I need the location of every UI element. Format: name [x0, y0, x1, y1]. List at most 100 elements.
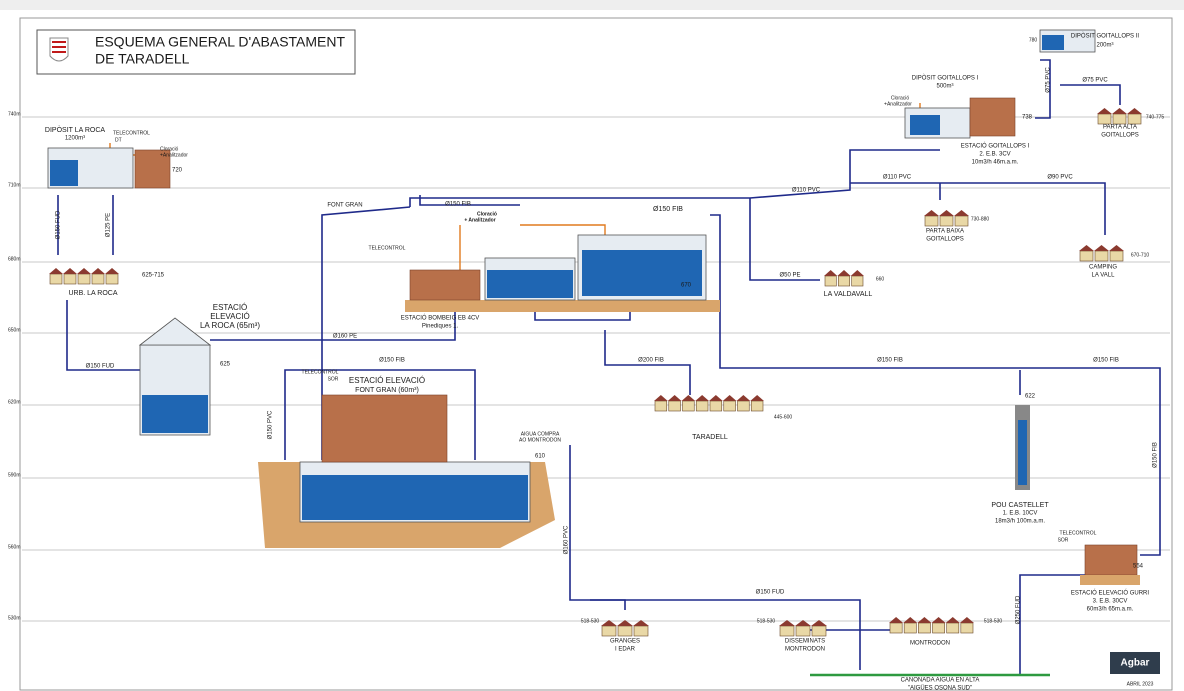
label: + Analitzador [464, 217, 495, 223]
label: ESTACIÓ ELEVACIÓ [349, 376, 425, 385]
label: FONT GRAN (60m³) [355, 387, 419, 394]
label: MONTRODON [785, 647, 825, 653]
label: TARADELL [692, 434, 728, 441]
label: TELECONTROL [113, 130, 150, 136]
label: ELEVACIÓ [210, 312, 249, 321]
house [1080, 251, 1093, 261]
label: 670-710 [1131, 252, 1150, 258]
label: Ø150 FUD [56, 210, 62, 239]
label: Ø150 FIB [653, 206, 683, 213]
house [710, 401, 722, 411]
house [1095, 251, 1108, 261]
label: PARTA BAIXA [926, 229, 964, 235]
elevation-label: 590m [8, 472, 21, 478]
label: Ø110 PVC [883, 175, 912, 181]
label: Agbar [1121, 658, 1150, 669]
label: Ø75 PVC [1046, 67, 1052, 93]
house [947, 623, 959, 633]
label: 2. E.B. 3CV [979, 152, 1010, 158]
label: LA VALDAVALL [824, 291, 873, 298]
house [940, 216, 953, 226]
label: Ø250 FUD [1016, 595, 1022, 624]
label: 3. E.B. 30CV [1093, 599, 1128, 605]
house [1128, 114, 1141, 124]
house [634, 626, 648, 636]
shield [50, 38, 68, 61]
label: Ø150 FIB [379, 358, 405, 364]
label: SOR [1058, 537, 1069, 543]
house [1098, 114, 1111, 124]
label: Ø150 FUD [86, 364, 115, 370]
label: 720 [172, 168, 183, 174]
label: 1200m³ [65, 136, 85, 142]
house [1110, 251, 1123, 261]
house [796, 626, 810, 636]
label: Ø110 PVC [792, 188, 821, 194]
label: 730-880 [971, 216, 990, 222]
label: Ø150 FIB [1153, 442, 1159, 468]
elevation-label: 710m [8, 182, 21, 188]
elevation-label: 560m [8, 544, 21, 550]
label: 625 [220, 362, 231, 368]
label: CANONADA AIGUA EN ALTA [901, 678, 980, 684]
label: Ø90 PVC [1047, 175, 1073, 181]
title-line: DE TARADELL [95, 51, 190, 67]
label: 1. E.B. 10CV [1003, 511, 1038, 517]
label: 518-530 [757, 618, 776, 624]
label: LA ROCA (65m³) [200, 321, 260, 330]
label: +Analitzador [884, 101, 912, 107]
house [955, 216, 968, 226]
house [50, 274, 62, 284]
label: LA VALL [1092, 273, 1116, 279]
house [78, 274, 90, 284]
house [696, 401, 708, 411]
label: TELECONTROL [369, 245, 406, 251]
label: ESTACIÓ [213, 303, 248, 312]
label: ABRIL 2023 [1127, 681, 1154, 687]
label: SOR [328, 376, 339, 382]
house [933, 623, 945, 633]
label: Ø125 PE [106, 213, 112, 237]
label: GOITALLOPS [1101, 133, 1139, 139]
label: DIPÒSIT GOITALLOPS II [1071, 33, 1139, 40]
label: 740-775 [1146, 114, 1165, 120]
house [751, 401, 763, 411]
house [655, 401, 667, 411]
label: "AIGÜES OSONA SUD" [908, 685, 972, 691]
house [602, 626, 616, 636]
label: POU CASTELLET [991, 502, 1049, 509]
label: 518-530 [984, 618, 1003, 624]
label: ESTACIÓ GOITALLOPS I [961, 143, 1030, 150]
label: 445-600 [774, 414, 793, 420]
label: FONT GRAN [327, 203, 362, 209]
label: Ø160 PVC [564, 525, 570, 554]
house [106, 274, 118, 284]
label: +Analitzador [160, 152, 188, 158]
label: DT [115, 137, 122, 143]
label: Ø75 PVC [1082, 78, 1108, 84]
label: 10m3/h 46m.a.m. [972, 160, 1019, 166]
house [852, 276, 863, 286]
label: TELECONTROL [302, 369, 339, 375]
house [961, 623, 973, 633]
label: 660 [876, 276, 885, 282]
label: 518-530 [581, 618, 600, 624]
label: PARTA ALTA [1103, 125, 1137, 131]
elevation-label: 530m [8, 615, 21, 621]
label: Ø200 FIB [638, 358, 664, 364]
label: I EDAR [615, 647, 636, 653]
label: 610 [535, 454, 546, 460]
label: GRANGES [610, 639, 640, 645]
label: 200m³ [1096, 43, 1113, 49]
label: DIPÒSIT LA ROCA [45, 125, 105, 134]
house [825, 276, 836, 286]
top-bar [0, 0, 1184, 10]
diagram: 740m710m680m650m620m590m560m530m ESQUEMA… [0, 0, 1184, 691]
elevation-label: 680m [8, 256, 21, 262]
label: 500m³ [936, 84, 953, 90]
label: ESTACIÓ ELEVACIÓ GURRI [1071, 590, 1149, 597]
house [812, 626, 826, 636]
label: 622 [1025, 394, 1036, 400]
label: Ø150 FIB [1093, 358, 1119, 364]
label: CAMPING [1089, 265, 1117, 271]
